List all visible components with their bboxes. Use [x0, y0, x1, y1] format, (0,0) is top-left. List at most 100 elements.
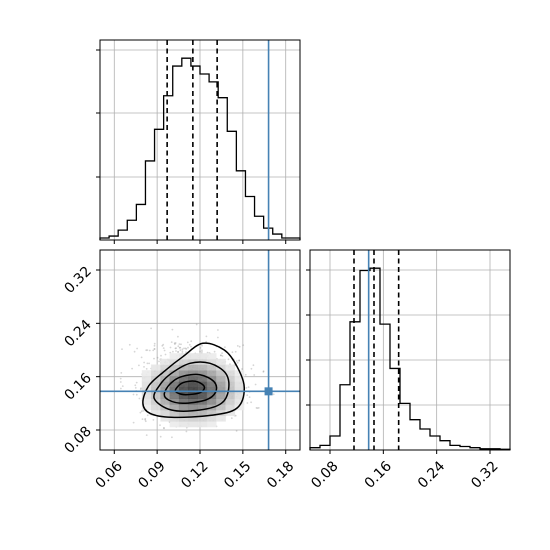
- density-cell: [206, 415, 217, 422]
- density-cell: [178, 409, 189, 416]
- density-cell: [225, 364, 236, 371]
- x-tick-label: 0.32: [468, 458, 501, 491]
- scatter-point: [145, 349, 148, 352]
- scatter-point: [236, 361, 239, 364]
- density-cell: [234, 375, 245, 382]
- density-cell: [178, 404, 189, 411]
- scatter-point: [184, 347, 187, 350]
- density-cell: [169, 415, 180, 422]
- x-tick-label: 0.08: [308, 458, 341, 491]
- density-cell: [160, 364, 171, 371]
- scatter-point: [139, 411, 142, 414]
- y-tick-label: 0.24: [61, 317, 94, 350]
- scatter-point: [119, 381, 122, 383]
- density-cell: [216, 409, 226, 416]
- hist-p0-steps: [99, 57, 301, 240]
- density-cell: [206, 364, 217, 371]
- hist-p0-panel: [96, 39, 301, 244]
- density-cell: [151, 381, 161, 388]
- hist-p1-frame: [309, 249, 511, 451]
- density-cell: [206, 387, 217, 394]
- scatter-point: [133, 350, 136, 353]
- scatter-point: [145, 368, 148, 370]
- scatter-point: [169, 346, 172, 349]
- scatter-point: [252, 364, 255, 367]
- scatter-point: [185, 351, 187, 353]
- truth-marker: [264, 387, 273, 396]
- density-cell: [141, 404, 152, 411]
- scatter-point: [170, 341, 173, 343]
- scatter-point: [136, 347, 139, 350]
- density-cell: [188, 353, 198, 360]
- scatter-point: [205, 335, 208, 338]
- density-cell: [178, 387, 189, 394]
- scatter-point: [141, 418, 144, 420]
- scatter-point: [162, 343, 165, 346]
- scatter-point: [235, 430, 238, 432]
- scatter-point: [177, 345, 180, 348]
- scatter-point: [201, 349, 203, 352]
- x-tick-label: 0.06: [93, 458, 126, 491]
- density-cell: [141, 392, 152, 399]
- scatter-point: [144, 418, 147, 421]
- scatter-point: [177, 335, 179, 338]
- density-cell: [169, 364, 180, 371]
- scatter-point: [181, 348, 184, 351]
- density-cell: [188, 381, 198, 388]
- scatter-point: [160, 354, 162, 357]
- scatter-point: [235, 360, 238, 362]
- density-cell: [216, 370, 226, 377]
- scatter-point: [254, 383, 257, 386]
- scatter-point: [220, 354, 222, 357]
- scatter-point: [179, 346, 182, 349]
- scatter-point: [238, 359, 241, 362]
- scatter-point: [119, 377, 122, 380]
- density-cell: [160, 398, 171, 405]
- scatter-point: [236, 345, 239, 347]
- density-cell: [141, 398, 152, 405]
- scatter-point: [175, 350, 177, 352]
- scatter-point: [163, 427, 165, 429]
- scatter-point: [171, 328, 174, 331]
- scatter-point: [163, 349, 166, 352]
- density-cell: [216, 375, 226, 382]
- density-cell: [216, 404, 226, 411]
- scatter-point: [188, 343, 191, 346]
- scatter-point: [134, 387, 137, 389]
- scatter-point: [175, 347, 178, 349]
- density-cell: [141, 370, 152, 377]
- scatter-point: [178, 343, 181, 345]
- density-cell: [151, 364, 161, 371]
- density-cell: [197, 415, 208, 422]
- scatter-point: [174, 343, 176, 345]
- density-cell: [178, 375, 189, 382]
- scatter-point: [138, 364, 140, 367]
- scatter-point: [183, 347, 185, 350]
- contour-line: [174, 380, 206, 396]
- scatter-point: [185, 348, 188, 350]
- density-cell: [234, 387, 245, 394]
- scatter-point: [135, 393, 138, 396]
- scatter-point: [231, 351, 234, 354]
- scatter-point: [247, 386, 250, 388]
- density-cell: [169, 381, 180, 388]
- scatter-point: [199, 347, 202, 349]
- scatter-point: [145, 434, 148, 436]
- scatter-point: [158, 360, 160, 363]
- density-cell: [206, 381, 217, 388]
- density-cell: [178, 415, 189, 422]
- density-cell: [169, 358, 180, 365]
- scatter-point: [253, 374, 256, 376]
- scatter-point: [146, 349, 149, 351]
- scatter-point: [180, 343, 182, 346]
- scatter-point: [257, 407, 260, 409]
- density-cell: [169, 421, 180, 428]
- scatter-point: [185, 430, 188, 433]
- density-cell: [225, 409, 236, 416]
- density-cell: [188, 375, 198, 382]
- scatter-point: [238, 345, 241, 348]
- density-cell: [151, 409, 161, 416]
- y-tick-label: 0.32: [61, 264, 94, 297]
- scatter-point: [164, 353, 167, 356]
- density-cell: [160, 358, 171, 365]
